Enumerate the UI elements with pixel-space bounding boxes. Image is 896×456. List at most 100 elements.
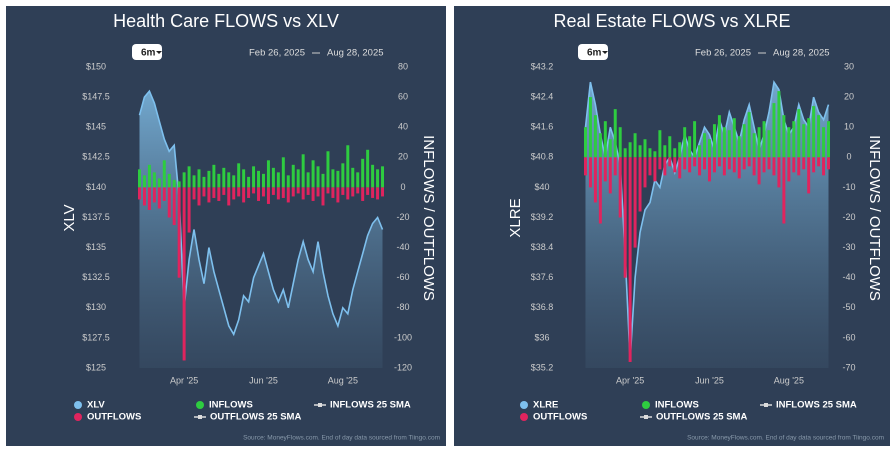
y2-tick-label: -20	[396, 212, 409, 222]
flow-bar	[683, 157, 687, 170]
flow-bar	[172, 179, 176, 188]
flow-bar	[271, 187, 275, 195]
legend-marker	[74, 401, 82, 409]
legend-label[interactable]: OUTFLOWS	[87, 412, 141, 423]
flow-bar	[247, 176, 251, 188]
flow-bar	[137, 187, 141, 200]
flow-bar	[371, 187, 375, 198]
legend-label[interactable]: INFLOWS 25 SMA	[776, 400, 857, 411]
flow-bar	[782, 157, 786, 224]
flow-bar	[361, 158, 365, 188]
flow-bar	[232, 187, 236, 200]
range-button-label[interactable]: 6m	[587, 48, 602, 59]
flow-bar	[217, 173, 221, 188]
flow-bar	[252, 166, 256, 188]
flow-bar	[827, 121, 831, 158]
flow-bar	[633, 157, 637, 248]
flow-bar	[306, 187, 310, 195]
legend-label[interactable]: INFLOWS	[209, 400, 253, 411]
flow-bar	[727, 157, 731, 170]
flow-bar	[222, 187, 226, 195]
date-from: Feb 26, 2025	[249, 48, 305, 59]
flow-bar	[301, 154, 305, 188]
flow-bar	[618, 157, 622, 218]
flow-bar	[237, 187, 241, 197]
range-button-label[interactable]: 6m	[141, 48, 156, 59]
y-tick-label: $140	[86, 182, 106, 192]
flow-bar	[583, 127, 587, 158]
flow-bar	[777, 91, 781, 158]
y2-tick-label: -30	[842, 242, 855, 252]
flow-bar	[722, 127, 726, 158]
flow-bar	[712, 124, 716, 158]
flow-bar	[762, 157, 766, 173]
legend-label[interactable]: INFLOWS	[655, 400, 699, 411]
flow-bar	[703, 133, 707, 158]
flow-bar	[192, 175, 196, 188]
legend-label[interactable]: OUTFLOWS 25 SMA	[656, 412, 747, 423]
y-tick-label: $40.8	[531, 152, 554, 162]
flow-bar	[197, 187, 201, 206]
legend-label[interactable]: XLV	[87, 400, 105, 411]
flow-bar	[257, 170, 261, 188]
flow-bar	[633, 133, 637, 158]
y-tick-label: $41.6	[531, 122, 554, 132]
flow-bar	[366, 149, 370, 188]
y2-tick-label: 0	[400, 182, 405, 192]
flow-bar	[767, 157, 771, 170]
y-tick-label: $36.8	[531, 302, 554, 312]
flow-bar	[266, 187, 270, 204]
y2-tick-label: -60	[842, 332, 855, 342]
y-axis-title: XLRE	[507, 198, 524, 237]
flow-bar	[207, 170, 211, 188]
flow-bar	[643, 139, 647, 158]
flow-bar	[618, 127, 622, 158]
flow-bar	[326, 187, 330, 194]
y-tick-label: $142.5	[82, 152, 110, 162]
source-note: Source: MoneyFlows.com. End of day data …	[687, 435, 884, 442]
legend-label[interactable]: XLRE	[533, 400, 558, 411]
legend-label[interactable]: INFLOWS 25 SMA	[330, 400, 411, 411]
range-button[interactable]	[578, 44, 608, 60]
y-tick-label: $125	[86, 362, 106, 372]
flow-bar	[827, 157, 831, 170]
range-button[interactable]	[132, 44, 162, 60]
flow-bar	[658, 157, 662, 170]
flow-bar	[678, 142, 682, 158]
flow-bar	[613, 109, 617, 158]
flow-bar	[822, 127, 826, 158]
y-tick-label: $137.5	[82, 212, 110, 222]
flow-bar	[281, 157, 285, 188]
y2-tick-label: -20	[842, 212, 855, 222]
flow-bar	[797, 109, 801, 158]
flow-bar	[366, 187, 370, 195]
flow-bar	[242, 187, 246, 203]
flow-bar	[157, 187, 161, 209]
flow-bar	[747, 157, 751, 167]
legend-marker	[74, 413, 82, 421]
y2-tick-label: -70	[842, 362, 855, 372]
flow-bar	[266, 160, 270, 188]
chart-title: Health Care FLOWS vs XLV	[113, 11, 339, 31]
flow-bar	[276, 187, 280, 200]
flow-bar	[593, 115, 597, 158]
flow-bar	[817, 157, 821, 167]
flow-bar	[346, 187, 350, 200]
flow-bar	[583, 157, 587, 176]
legend-square	[198, 415, 202, 419]
flow-bar	[301, 187, 305, 200]
flow-bar	[812, 106, 816, 158]
flow-bar	[698, 145, 702, 158]
flow-bar	[603, 121, 607, 158]
flow-bar	[167, 187, 171, 218]
y2-tick-label: 80	[398, 61, 408, 71]
legend-label[interactable]: OUTFLOWS 25 SMA	[210, 412, 301, 423]
flow-bar	[281, 187, 285, 198]
flow-bar	[707, 139, 711, 158]
flow-bar	[361, 187, 365, 201]
flow-bar	[296, 169, 300, 188]
flow-bar	[316, 187, 320, 197]
source-note: Source: MoneyFlows.com. End of day data …	[243, 435, 440, 442]
legend-label[interactable]: OUTFLOWS	[533, 412, 587, 423]
flow-bar	[712, 157, 716, 173]
